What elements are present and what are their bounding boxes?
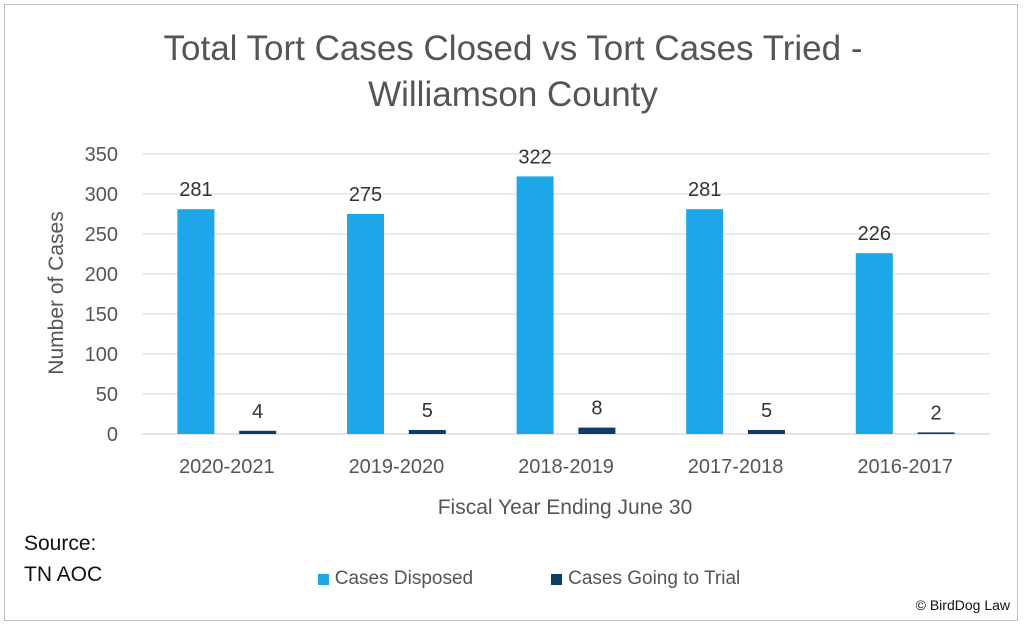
bar-cases-trial (578, 427, 616, 434)
data-label: 275 (349, 184, 382, 206)
legend: Cases Disposed Cases Going to Trial (0, 568, 1024, 590)
legend-item-disposed: Cases Disposed (284, 568, 473, 590)
source-label: Source: (24, 532, 97, 555)
x-tick-label: 2019-2020 (349, 456, 445, 478)
bar-cases-disposed (347, 214, 384, 434)
data-label: 322 (518, 146, 551, 168)
bar-cases-disposed (686, 209, 724, 434)
x-axis-title: Fiscal Year Ending June 30 (438, 496, 693, 519)
data-label: 5 (422, 400, 433, 422)
bar-cases-trial (239, 430, 277, 434)
source-value: TN AOC (24, 563, 103, 586)
x-tick-label: 2017-2018 (688, 456, 784, 478)
x-tick-label: 2016-2017 (857, 456, 953, 478)
y-tick-label: 300 (85, 184, 118, 206)
chart-title-line-2: Williamson County (368, 75, 658, 114)
legend-label-trial: Cases Going to Trial (568, 568, 741, 589)
y-tick-label: 0 (107, 424, 118, 446)
chart-title-line-1: Total Tort Cases Closed vs Tort Cases Tr… (164, 29, 863, 68)
y-axis-ticks: 0 50 100 150 200 250 300 350 (85, 144, 118, 446)
y-tick-label: 200 (85, 264, 118, 286)
copyright-notice: © BirdDog Law (915, 597, 1010, 613)
y-tick-label: 350 (85, 144, 118, 166)
y-tick-label: 100 (85, 344, 118, 366)
bar-cases-trial (408, 430, 446, 434)
bar-cases-disposed (516, 176, 554, 434)
x-tick-label: 2020-2021 (179, 456, 275, 478)
y-tick-label: 250 (85, 224, 118, 246)
data-label: 226 (858, 223, 891, 245)
data-label: 2 (931, 402, 942, 424)
data-label: 5 (761, 400, 772, 422)
legend-swatch-trial (551, 573, 563, 585)
bar-cases-disposed (177, 209, 215, 434)
y-tick-label: 150 (85, 304, 118, 326)
data-label: 4 (252, 401, 263, 423)
bar-cases-disposed (855, 253, 893, 434)
data-label: 8 (591, 398, 602, 420)
y-axis-title: Number of Cases (45, 211, 68, 374)
gridlines (142, 153, 990, 435)
source-note: Source: TN AOC (24, 528, 102, 590)
legend-label-disposed: Cases Disposed (334, 568, 474, 589)
chart-frame (4, 4, 1018, 621)
x-tick-label: 2018-2019 (518, 456, 614, 478)
chart-title: Total Tort Cases Closed vs Tort Cases Tr… (164, 29, 863, 114)
bars (177, 176, 955, 434)
bar-cases-trial (748, 430, 785, 434)
legend-item-trial: Cases Going to Trial (517, 568, 740, 590)
legend-swatch-disposed (317, 573, 329, 585)
data-label: 281 (179, 179, 212, 201)
x-axis-ticks: 2020-2021 2019-2020 2018-2019 2017-2018 2016… (179, 456, 953, 478)
y-tick-label: 50 (96, 384, 118, 406)
bar-cases-trial (917, 432, 955, 434)
data-labels: 281 4 275 5 322 8 281 5 226 2 (179, 146, 941, 424)
data-label: 281 (688, 179, 721, 201)
